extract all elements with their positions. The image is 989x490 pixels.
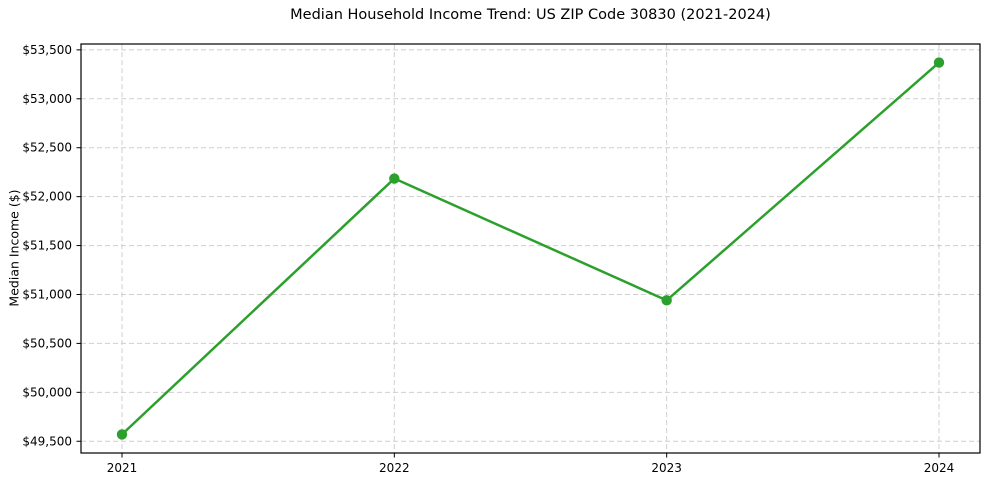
- axes-border: [80, 43, 981, 454]
- data-point: [389, 173, 400, 184]
- x-tick-label: 2024: [924, 461, 955, 475]
- y-tick-label: $49,500: [22, 434, 72, 448]
- y-tick-label: $52,500: [22, 141, 72, 155]
- y-tick-label: $50,500: [22, 336, 72, 350]
- y-tick-label: $52,000: [22, 190, 72, 204]
- y-tick-label: $53,500: [22, 43, 72, 57]
- plot-area: [81, 44, 980, 453]
- x-tick-label: 2021: [107, 461, 138, 475]
- chart-title: Median Household Income Trend: US ZIP Co…: [290, 7, 771, 23]
- y-tick-label: $53,000: [22, 92, 72, 106]
- trend-line: [120, 61, 941, 436]
- x-tick-label: 2022: [379, 461, 410, 475]
- y-tick-label: $51,500: [22, 239, 72, 253]
- y-tick-label: $51,000: [22, 287, 72, 301]
- data-point: [661, 295, 672, 306]
- x-tick-label: 2023: [651, 461, 682, 475]
- data-point: [933, 57, 945, 68]
- y-tick-label: $50,000: [22, 385, 72, 399]
- data-point: [116, 429, 128, 440]
